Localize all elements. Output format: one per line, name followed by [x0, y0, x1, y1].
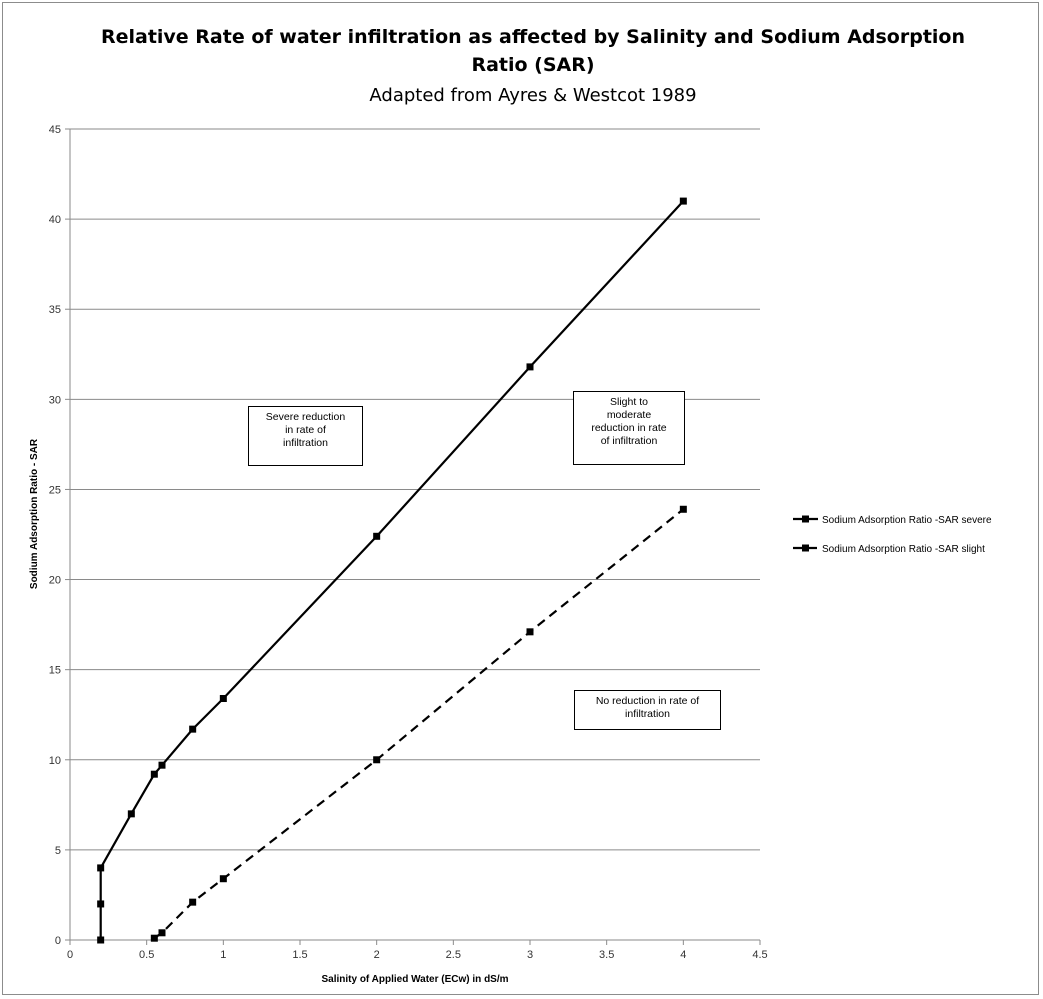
x-tick-label-0: 0: [67, 949, 73, 961]
axes: [65, 128, 761, 945]
x-tick-label-8: 4: [680, 949, 686, 961]
annotation-no-reduction: No reduction in rate of infiltration: [574, 690, 721, 730]
series-line-0: [99, 200, 685, 940]
gridlines: [70, 128, 760, 851]
series-0-point-8: [373, 532, 381, 540]
y-tick-label-0: 0: [55, 935, 61, 947]
x-tick-label-4: 2: [374, 949, 380, 961]
series-0-point-3: [127, 810, 135, 818]
series-0-point-6: [189, 725, 197, 733]
x-tick-labels: 0 0.5 1 1.5 2 2.5 3 3.5 4 4.5: [67, 949, 768, 961]
series-1-point-2: [189, 898, 197, 906]
series-0-point-10: [679, 197, 687, 205]
series-0-point-0: [97, 936, 105, 944]
series-0-point-2: [97, 864, 105, 872]
y-tick-label-6: 30: [49, 394, 61, 406]
x-axis-label: Salinity of Applied Water (ECw) in dS/m: [321, 974, 508, 985]
annotation-1-line-1: moderate: [606, 409, 652, 421]
y-tick-label-1: 5: [55, 845, 61, 857]
series-1-point-0: [150, 934, 158, 942]
y-tick-label-3: 15: [49, 665, 61, 677]
y-tick-labels: 0 5 10 15 20 25 30 35 40 45: [49, 124, 61, 947]
series-0-point-7: [219, 695, 227, 703]
x-tick-label-7: 3.5: [599, 949, 614, 961]
series-0-point-1: [97, 900, 105, 908]
series-1-point-5: [526, 628, 534, 636]
series-1-point-4: [373, 756, 381, 764]
annotation-0-line-0: Severe reduction: [265, 411, 346, 423]
y-tick-label-4: 20: [49, 575, 61, 587]
legend-label-0: Sodium Adsorption Ratio -SAR severe: [822, 515, 992, 526]
legend: Sodium Adsorption Ratio -SAR severe Sodiu…: [793, 515, 992, 555]
x-tick-label-9: 4.5: [752, 949, 767, 961]
annotation-1-line-2: reduction in rate: [591, 422, 667, 434]
annotation-slight-moderate: Slight to moderate reduction in rate of inf…: [573, 391, 685, 465]
x-tick-label-2: 1: [220, 949, 226, 961]
series-1-point-6: [679, 505, 687, 513]
annotation-severe: Severe reduction in rate of infiltration: [248, 406, 363, 466]
series-group: [97, 197, 687, 944]
x-tick-label-5: 2.5: [446, 949, 461, 961]
annotation-0-line-2: infiltration: [283, 437, 328, 449]
annotation-2-line-0: No reduction in rate of: [595, 695, 700, 707]
legend-label-1: Sodium Adsorption Ratio -SAR slight: [822, 544, 985, 555]
x-tick-label-1: 0.5: [139, 949, 154, 961]
chart-subtitle: Adapted from Ayres & Westcot 1989: [369, 85, 696, 106]
legend-marker-0: [802, 515, 809, 523]
series-0-point-4: [150, 770, 158, 778]
y-tick-label-8: 40: [49, 214, 61, 226]
y-tick-label-2: 10: [49, 755, 61, 767]
annotation-0-line-1: in rate of: [285, 424, 326, 436]
series-0-point-9: [526, 363, 534, 371]
annotation-1-line-3: of infiltration: [600, 435, 658, 447]
series-0-point-5: [158, 761, 166, 769]
y-tick-label-9: 45: [49, 124, 61, 136]
y-axis-label: Sodium Adsorption Ratio - SAR: [29, 438, 40, 589]
y-tick-label-7: 35: [49, 304, 61, 316]
y-tick-label-5: 25: [49, 484, 61, 496]
x-tick-label-3: 1.5: [292, 949, 307, 961]
series-1-point-1: [158, 929, 166, 937]
chart-title: Relative Rate of water infiltration as a…: [101, 26, 965, 48]
annotation-2-line-1: infiltration: [625, 708, 670, 720]
legend-marker-1: [802, 544, 809, 552]
series-1-point-3: [219, 875, 227, 883]
x-tick-label-6: 3: [527, 949, 533, 961]
chart-title-line2: Ratio (SAR): [471, 54, 594, 76]
annotation-1-line-0: Slight to: [610, 396, 648, 408]
